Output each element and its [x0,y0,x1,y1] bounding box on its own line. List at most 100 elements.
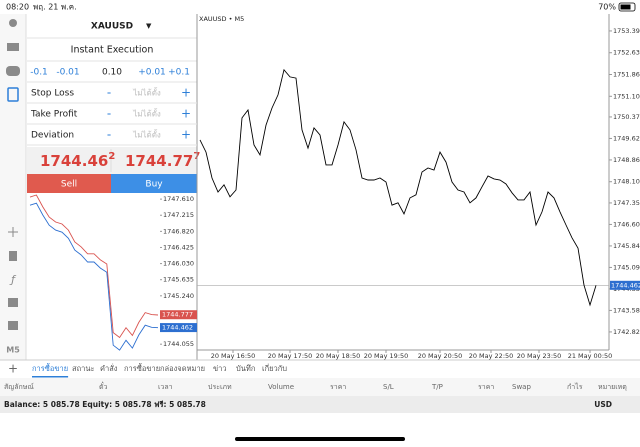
price-tag [160,310,197,320]
chart-title: XAUUSD • M5 [199,15,244,23]
price-tag-label: 1744.777 [162,311,193,319]
balance-row [0,396,640,413]
sell-button[interactable] [27,174,111,193]
field-plus[interactable]: + [181,107,191,121]
status-battery: 70% [598,3,616,12]
objects-icon[interactable] [8,298,18,307]
y-tick-label: 1746.820 [163,227,194,235]
column-header: Volume [268,383,294,391]
indicator-icon[interactable]: ƒ [9,273,17,286]
tab[interactable]: ข่าว [213,364,227,373]
column-header: Swap [512,383,531,391]
status-time: 08:20 [6,3,29,12]
field-plus[interactable]: + [181,86,191,100]
y-tick-label: 1742.825 [613,328,640,336]
y-tick-label: 1747.355 [613,199,640,207]
column-header: เวลา [158,383,173,391]
buy-label[interactable]: Buy [145,180,163,190]
dropdown-arrow[interactable]: ▼ [146,22,152,30]
currency: USD [594,400,612,409]
y-tick-label: 1743.580 [613,306,640,314]
account-icon[interactable] [9,19,17,27]
execution-mode[interactable]: Instant Execution [71,45,154,56]
field-value[interactable]: ไม่ได้ตั้ง [132,87,161,98]
volume-step[interactable]: +0.1 [168,68,190,78]
tab[interactable]: สถานะ [72,364,95,373]
y-tick-label: 1745.090 [613,263,640,271]
volume-step[interactable]: -0.01 [56,68,79,78]
column-header: กำไร [567,382,583,391]
ask-price: 1744.777 [125,151,200,170]
battery-icon [618,2,636,12]
column-header: หมายเหตุ [598,383,627,391]
templates-icon[interactable] [8,321,18,330]
volume-value[interactable]: 0.10 [102,68,122,78]
y-tick-label: 1747.610 [163,195,194,203]
x-tick-label: 20 May 20:50 [418,352,463,360]
price-tag-label: 1744.462 [611,281,640,289]
table-header [0,378,640,396]
chart-type-icon[interactable] [9,251,17,261]
volume-step[interactable]: -0.1 [30,68,48,78]
y-tick-label: 1746.600 [613,220,640,228]
field-value[interactable]: ไม่ได้ตั้ง [132,129,161,140]
field-minus[interactable]: - [107,128,111,142]
tab[interactable]: การซื้อขาย [32,363,68,373]
add-button[interactable]: + [8,362,18,376]
field-label: Take Profit [30,110,78,120]
tab-underline [32,376,69,378]
y-tick-label: 1750.375 [613,113,640,121]
column-header: ราคา [330,383,346,391]
field-plus[interactable]: + [181,128,191,142]
x-tick-label: 20 May 19:50 [364,352,409,360]
bid-price: 1744.462 [40,151,115,170]
y-tick-label: 1744.055 [163,340,194,348]
y-tick-label: 1748.865 [613,156,640,164]
x-tick-label: 21 May 00:50 [568,352,613,360]
symbol-selector[interactable]: XAUUSD [91,22,133,32]
mini-price-line [29,202,159,351]
order-panel [27,14,197,147]
x-tick-label: 20 May 18:50 [316,352,361,360]
battery-level [620,4,631,10]
y-tick-label: 1753.395 [613,27,640,35]
field-value[interactable]: ไม่ได้ตั้ง [132,108,161,119]
chat-icon[interactable] [6,66,20,76]
y-tick-label: 1749.620 [613,134,640,142]
field-label: Stop Loss [31,89,74,99]
timeframe-button[interactable]: M5 [6,346,20,355]
sell-label[interactable]: Sell [61,180,77,190]
x-tick-label: 20 May 22:50 [469,352,514,360]
column-header: ตั๋ว [99,382,108,391]
field-label: Deviation [31,131,74,141]
price-line [199,68,597,307]
home-indicator [235,437,405,441]
field-minus[interactable]: - [107,86,111,100]
column-header: สัญลักษณ์ [4,383,34,391]
mini-price-line [29,194,159,339]
tab[interactable]: การซื้อขาย [124,363,160,373]
column-header: ราคา [478,383,494,391]
buy-button[interactable] [111,174,197,193]
column-header: T/P [431,383,443,391]
trade-icon[interactable] [7,43,19,51]
ask-price-main: 1744.77 [125,152,193,170]
tab[interactable]: เกี่ยวกับ [262,363,287,373]
y-tick-label: 1748.100 [613,178,640,186]
y-tick-label: 1752.630 [613,49,640,57]
y-tick-label: 1745.240 [163,292,194,300]
status-date: พฤ. 21 พ.ค. [33,3,77,12]
x-tick-label: 20 May 17:50 [268,352,313,360]
y-tick-label: 1747.215 [163,211,194,219]
balance-text: Balance: 5 085.78 Equity: 5 085.78 ฟรี: … [4,400,206,409]
tab[interactable]: บันทึก [236,364,255,373]
bid-price-main: 1744.46 [40,152,108,170]
field-minus[interactable]: - [107,107,111,121]
column-header: ประเภท [208,383,232,391]
new-order-icon[interactable] [7,87,19,102]
volume-step[interactable]: +0.01 [138,68,166,78]
y-tick-label: 1746.030 [163,260,194,268]
tab[interactable]: คำสั่ง [100,363,118,373]
tab[interactable]: กล่องจดหมาย [160,364,205,373]
